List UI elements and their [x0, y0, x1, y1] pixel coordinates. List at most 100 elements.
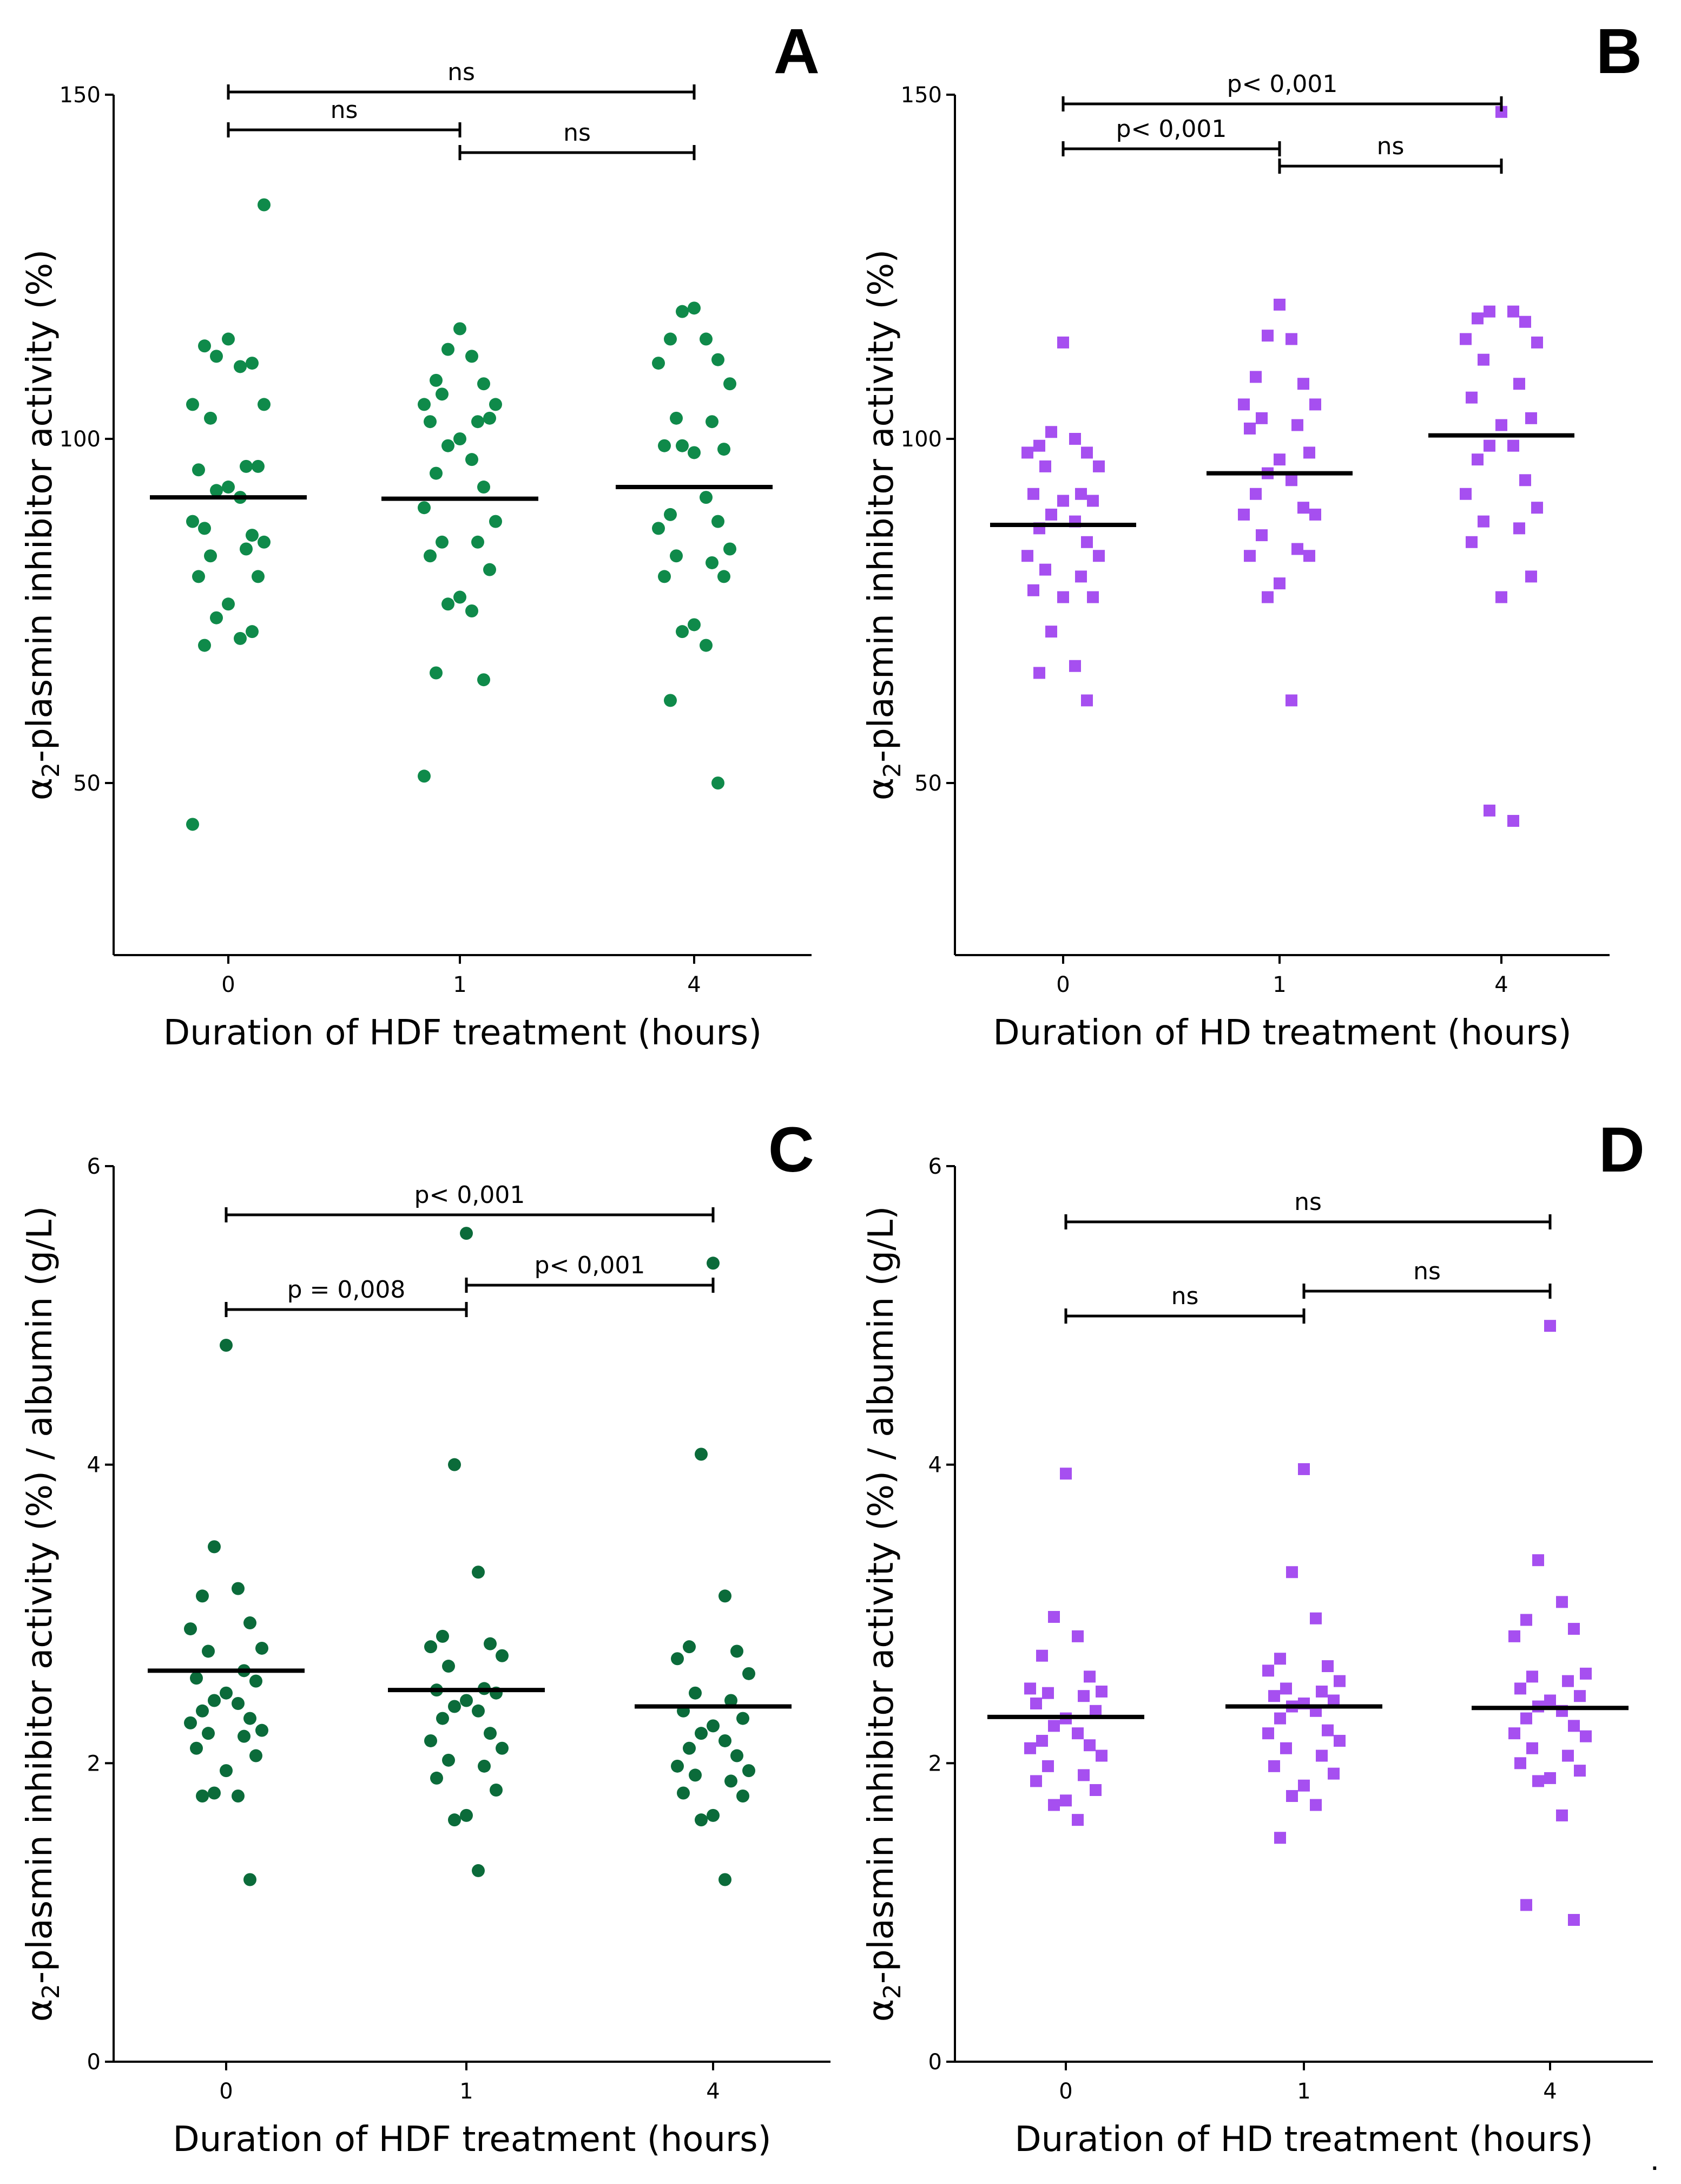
data-point — [258, 535, 271, 549]
data-point — [238, 1729, 250, 1743]
data-point — [483, 411, 496, 425]
data-point — [198, 339, 211, 353]
data-point — [1075, 488, 1087, 500]
data-point — [1286, 1790, 1298, 1803]
data-point — [436, 1712, 449, 1725]
data-point — [1036, 1649, 1048, 1662]
data-point — [730, 1749, 743, 1762]
data-point — [700, 491, 713, 504]
data-point — [1024, 1742, 1036, 1754]
data-point — [478, 1759, 491, 1773]
x-tick-label: 4 — [706, 2079, 720, 2104]
significance-bracket — [227, 84, 696, 100]
data-point — [742, 1764, 755, 1778]
y-axis-title: α2-plasmin inhibitor activity (%) — [861, 249, 906, 800]
data-point — [1472, 453, 1484, 466]
significance-bracket — [1062, 141, 1281, 156]
data-point — [1045, 508, 1057, 521]
data-point — [652, 357, 665, 370]
data-point — [1262, 330, 1274, 342]
significance-label: p< 0,001 — [1116, 115, 1227, 143]
data-point — [1096, 1749, 1108, 1762]
data-point — [1507, 439, 1519, 452]
data-point — [204, 549, 217, 563]
data-point — [255, 1641, 268, 1655]
data-point — [246, 357, 259, 370]
data-point — [448, 1458, 461, 1471]
significance-label: p< 0,001 — [535, 1252, 645, 1279]
data-point — [202, 1644, 215, 1658]
data-point — [671, 1652, 684, 1666]
data-point — [1508, 1630, 1520, 1642]
significance-bracket — [1064, 1214, 1552, 1229]
data-point — [1478, 515, 1489, 528]
data-point — [1024, 1682, 1036, 1695]
data-point — [460, 1694, 473, 1707]
data-point — [718, 1734, 731, 1747]
data-point — [700, 639, 713, 652]
data-point — [1081, 694, 1093, 707]
y-tick-label: 50 — [914, 771, 942, 796]
data-point — [1042, 1760, 1054, 1772]
data-point — [736, 1790, 749, 1803]
data-point — [1568, 1623, 1580, 1635]
significance-label: ns — [331, 96, 358, 124]
significance-label: ns — [563, 119, 591, 147]
data-point — [1574, 1690, 1586, 1702]
data-point — [658, 439, 671, 452]
x-axis-title: Duration of HDF treatment (hours) — [173, 2120, 771, 2160]
data-point — [1316, 1685, 1328, 1698]
data-point — [1298, 1779, 1310, 1792]
data-point — [424, 415, 437, 429]
data-point — [424, 1640, 437, 1654]
y-tick-label: 6 — [87, 1154, 101, 1179]
data-point — [717, 443, 730, 456]
data-point — [192, 463, 205, 477]
data-point — [252, 570, 265, 583]
data-point — [186, 515, 199, 528]
data-point — [430, 666, 443, 680]
data-point — [1484, 439, 1495, 452]
significance-bracket — [225, 1302, 468, 1317]
data-point — [1297, 502, 1309, 514]
data-point — [1274, 577, 1286, 590]
data-point — [1042, 1687, 1054, 1699]
significance-label: ns — [1377, 133, 1405, 160]
y-tick-label: 6 — [928, 1154, 942, 1179]
data-point — [258, 198, 271, 212]
data-point — [688, 301, 701, 315]
data-point — [436, 387, 449, 401]
data-point — [664, 508, 677, 521]
data-point — [1262, 591, 1274, 603]
y-tick-label: 0 — [87, 2050, 101, 2075]
data-point — [1033, 667, 1045, 679]
data-point — [677, 1786, 690, 1800]
data-point — [1460, 488, 1472, 500]
data-point — [1525, 412, 1537, 424]
data-point — [711, 777, 724, 790]
data-point — [424, 549, 437, 563]
data-point — [1334, 1734, 1346, 1747]
data-point — [198, 639, 211, 652]
data-point — [246, 529, 259, 542]
data-point — [1060, 1794, 1072, 1807]
data-point — [1303, 446, 1315, 459]
data-point — [1532, 1554, 1544, 1567]
data-point — [1081, 536, 1093, 548]
data-point — [1274, 1712, 1286, 1725]
x-tick-label: 1 — [453, 972, 466, 997]
data-point — [496, 1741, 509, 1755]
data-point — [683, 1741, 696, 1755]
data-point — [208, 1540, 221, 1554]
data-point — [706, 415, 718, 429]
data-point — [1495, 106, 1507, 118]
data-point — [723, 542, 736, 556]
data-point — [1060, 1468, 1072, 1480]
data-point — [1520, 1899, 1532, 1911]
y-tick-label: 150 — [901, 83, 942, 108]
y-tick-label: 150 — [60, 83, 101, 108]
data-point — [723, 377, 736, 391]
data-point — [477, 377, 490, 391]
x-tick-label: 1 — [1297, 2079, 1310, 2104]
data-point — [1526, 1742, 1538, 1754]
